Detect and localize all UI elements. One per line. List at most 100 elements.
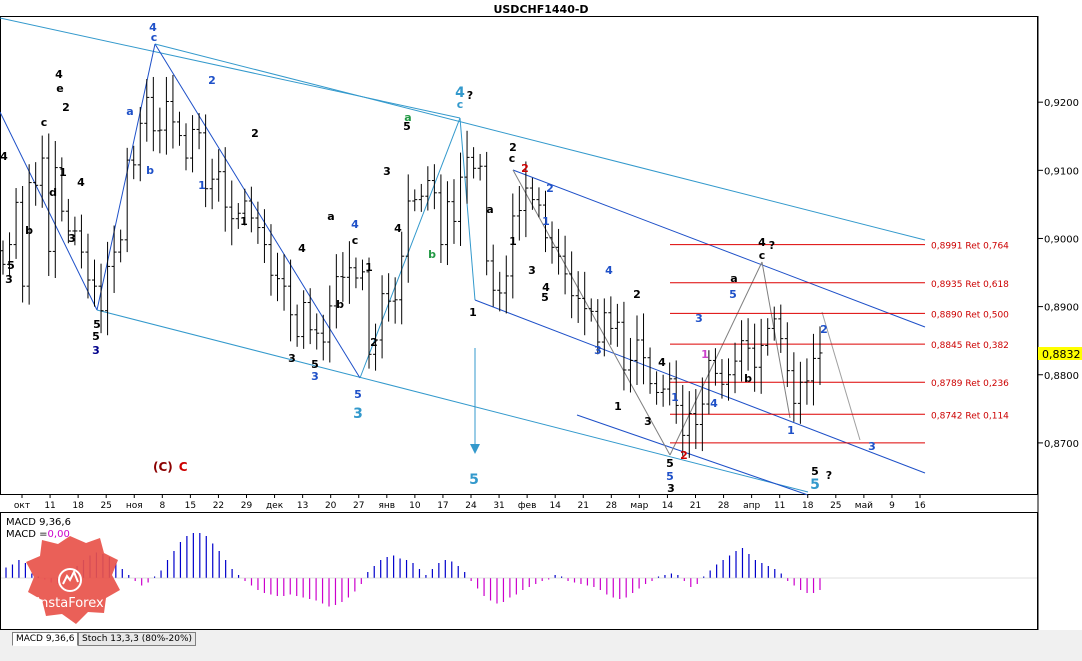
wave-label: e [56, 82, 63, 95]
candle [13, 188, 19, 259]
candle [59, 157, 65, 222]
candle [732, 342, 738, 394]
wave-label: 1 [701, 348, 709, 361]
fib-label: 0,8845 Ret 0,382 [931, 341, 1009, 351]
wave-label: 2 [521, 162, 529, 175]
trend-line [359, 117, 461, 379]
wave-label: 4 [758, 236, 766, 249]
trend-line [576, 414, 809, 496]
price-tick-label: 0,8800 [1044, 371, 1079, 382]
candle [196, 113, 202, 150]
candle [562, 235, 568, 295]
fib-label: 0,8742 Ret 0,114 [931, 411, 1009, 421]
wave-label: 1 [671, 391, 679, 404]
candle [327, 285, 333, 363]
candle [131, 145, 137, 180]
candle [784, 322, 790, 388]
wave-label: 5 [729, 288, 737, 301]
wave-label: a [486, 203, 493, 216]
trend-channels [0, 17, 926, 496]
wave-label: b [336, 298, 344, 311]
wave-label: b [744, 372, 752, 385]
candle [654, 371, 660, 405]
wave-label: a [404, 111, 411, 124]
candle [373, 323, 379, 371]
wave-label: c [151, 31, 158, 44]
candle [288, 259, 294, 342]
candle [203, 114, 209, 208]
wave-label: 2 [62, 101, 70, 114]
date-tick-label: 10 [409, 501, 421, 511]
wave-label: a [327, 210, 334, 223]
wave-label: c [352, 234, 359, 247]
candle [601, 298, 607, 357]
wave-label: 4 [394, 222, 402, 235]
date-tick-label: 29 [241, 501, 253, 511]
wave-label: 2 [633, 288, 641, 301]
tab-stoch[interactable]: Stoch 13,3,3 (80%-20%) [78, 632, 197, 646]
candle [614, 303, 620, 347]
candle [673, 360, 679, 424]
candle [52, 141, 58, 278]
instaforex-logo: InstaForex [26, 536, 120, 624]
wave-label: 4 [658, 356, 666, 369]
candle [405, 174, 411, 283]
candle [20, 185, 26, 303]
candle [418, 183, 424, 212]
candle [660, 374, 666, 407]
date-tick-label: ноя [126, 501, 143, 511]
candle [503, 255, 509, 314]
wave-label: 5 [354, 388, 362, 401]
trend-line [96, 43, 156, 311]
date-tick-label: 15 [185, 501, 196, 511]
candle [46, 133, 52, 276]
wave-label: 5 [93, 318, 101, 331]
date-tick-label: дек [266, 501, 284, 511]
wave-label: 2 [251, 127, 259, 140]
wave-label: 5 [811, 465, 819, 478]
wave-label: a [126, 105, 133, 118]
candle [275, 252, 281, 302]
price-tick-label: 0,9000 [1044, 234, 1079, 245]
date-tick-label: 28 [606, 501, 618, 511]
candle [529, 177, 535, 210]
candle [183, 123, 189, 171]
tab-macd[interactable]: MACD 9,36,6 [12, 632, 79, 646]
indicator-tab-bar: MACD 9,36,6 Stoch 13,3,3 (80%-20%) [0, 630, 1082, 661]
candle [85, 233, 91, 299]
trend-line [154, 43, 926, 241]
wave-label: 4 [455, 85, 465, 101]
logo-text: InstaForex [36, 596, 104, 611]
candle [222, 147, 228, 232]
date-tick-label: 16 [914, 501, 926, 511]
price-tick-label: 0,8700 [1044, 439, 1079, 450]
trend-line [474, 299, 926, 474]
candle [39, 135, 45, 208]
trend-line [459, 117, 476, 301]
candle [78, 214, 84, 269]
candle [425, 166, 431, 211]
candle [170, 74, 176, 149]
candle [268, 224, 274, 296]
trend-line [761, 261, 791, 419]
trend-line [0, 17, 461, 119]
date-tick-label: янв [379, 501, 396, 511]
date-tick-label: 14 [662, 501, 674, 511]
wave-label: 2 [370, 336, 378, 349]
candle [386, 273, 392, 322]
price-candles [0, 74, 823, 458]
candle [144, 79, 150, 142]
candle [137, 106, 143, 182]
wave-label: c [41, 116, 48, 129]
candle [595, 299, 601, 355]
candle [752, 323, 758, 392]
candle [163, 76, 169, 155]
candle [797, 361, 803, 424]
candle [804, 358, 810, 405]
wave-label: b [146, 164, 154, 177]
date-tick-label: 13 [297, 501, 308, 511]
date-tick-label: 11 [44, 501, 55, 511]
candle [216, 149, 222, 202]
candle [817, 326, 823, 385]
candle [627, 337, 633, 393]
